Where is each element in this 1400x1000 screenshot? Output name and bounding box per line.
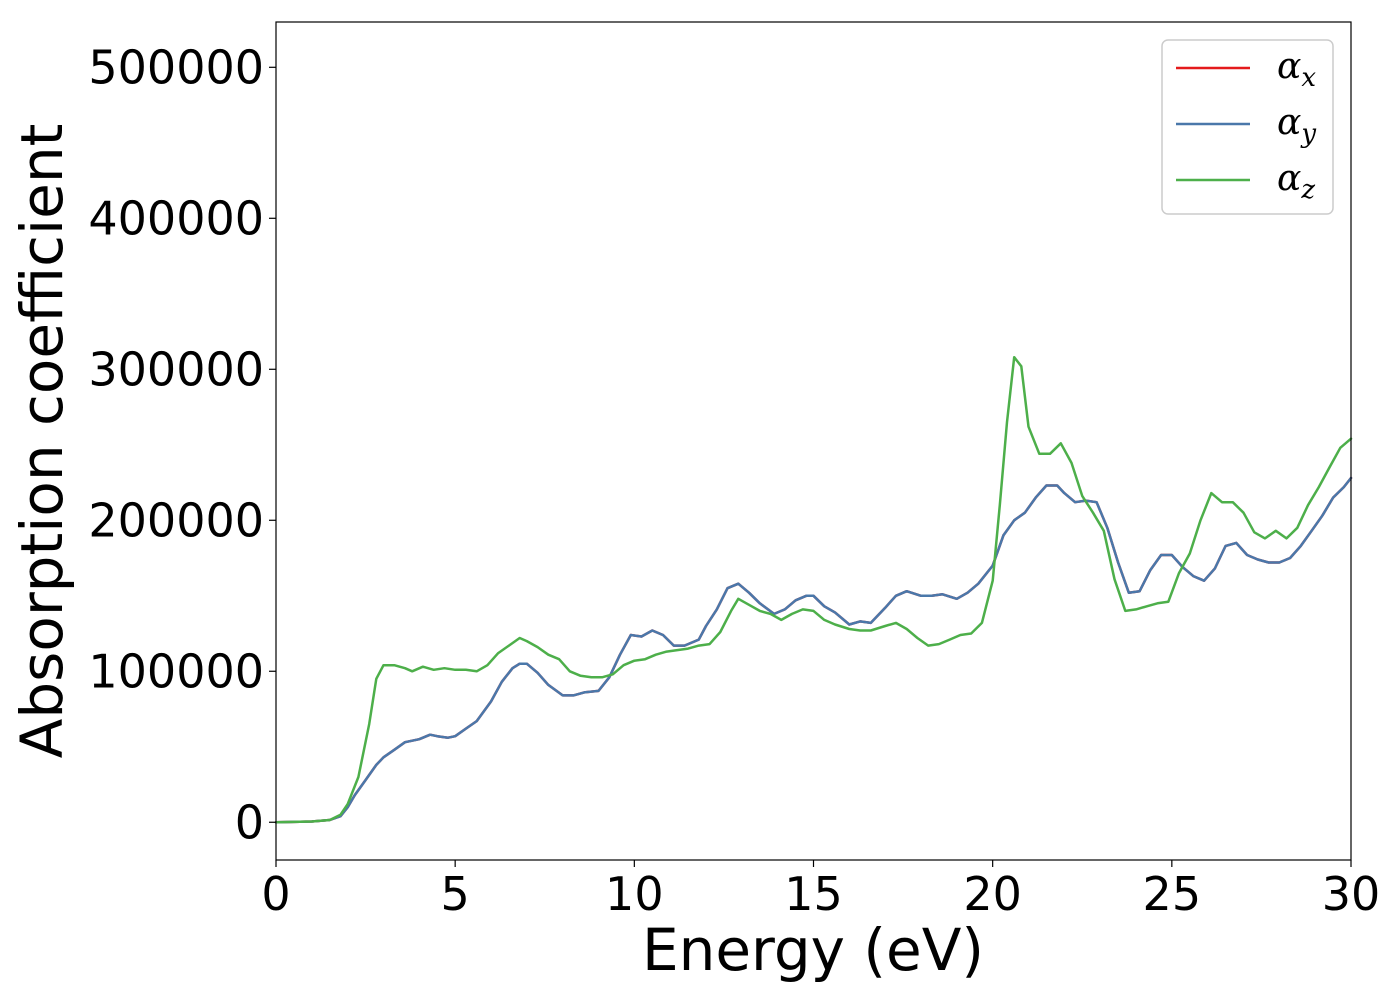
x-axis-label: Energy (eV) (642, 916, 984, 984)
legend-label-y: αy (1277, 102, 1316, 149)
y-tick-label: 0 (235, 795, 264, 849)
legend: αx αy αz (1161, 39, 1334, 215)
y-axis: 0 100000 200000 300000 400000 500000 (88, 40, 276, 849)
x-tick-label: 0 (261, 867, 290, 921)
legend-label-x: αx (1277, 46, 1316, 93)
y-tick-label: 100000 (88, 644, 264, 698)
x-tick-label: 5 (441, 867, 470, 921)
x-axis: 0 5 10 15 20 25 30 (261, 860, 1380, 921)
x-tick-label: 25 (1143, 867, 1202, 921)
legend-label-z: αz (1277, 158, 1315, 205)
y-tick-label: 400000 (88, 191, 264, 245)
x-tick-label: 20 (963, 867, 1022, 921)
y-axis-label: Absorption coefficient (8, 124, 76, 759)
x-tick-label: 30 (1322, 867, 1381, 921)
series-layer (274, 355, 1353, 824)
y-tick-label: 500000 (88, 40, 264, 94)
x-tick-label: 15 (784, 867, 843, 921)
legend-box (1161, 39, 1334, 215)
y-tick-label: 200000 (88, 493, 264, 547)
y-tick-label: 300000 (88, 342, 264, 396)
x-tick-label: 10 (605, 867, 664, 921)
series-line-z (274, 355, 1353, 824)
series-line-y (274, 476, 1353, 824)
